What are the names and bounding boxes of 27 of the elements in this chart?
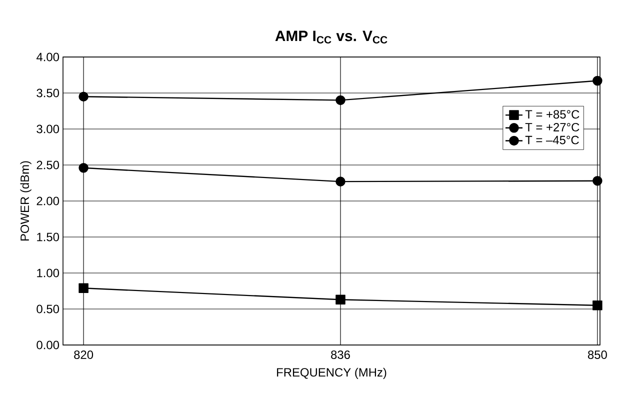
y-tick-label: 3.50 — [36, 88, 60, 98]
y-tick-label: 2.00 — [36, 196, 60, 206]
y-tick-label: 0.00 — [36, 340, 60, 350]
y-tick-label: 1.00 — [37, 268, 60, 278]
x-tick-label: 850 — [588, 350, 607, 359]
y-tick-label: 3.00 — [36, 124, 60, 134]
chart-title: AMP I$_{CC}$ vs. V$_{CC}$ — [275, 30, 388, 44]
x-tick-label: 820 — [74, 350, 94, 359]
x-tick-label: 836 — [331, 350, 350, 359]
point — [78, 283, 88, 294]
point — [592, 300, 602, 310]
point — [336, 95, 346, 106]
y-tick-label: 2.50 — [36, 160, 60, 170]
y-tick-label: 0.50 — [36, 304, 60, 314]
point — [336, 176, 346, 186]
x-axis-title: FREQUENCY (MHz) — [277, 368, 386, 379]
point — [78, 92, 88, 102]
y-tick-label: 4.00 — [36, 52, 60, 62]
point — [592, 76, 602, 86]
legend-label: T = –45°C — [525, 136, 579, 144]
y-tick-label: 1.50 — [37, 232, 60, 242]
legend-label: T = +85°C — [525, 110, 580, 119]
point — [336, 294, 346, 305]
y-axis-title: POWER (dBm) — [20, 161, 32, 241]
point — [78, 163, 88, 173]
legend-label: T = +27°C — [525, 122, 580, 132]
point — [592, 176, 602, 186]
